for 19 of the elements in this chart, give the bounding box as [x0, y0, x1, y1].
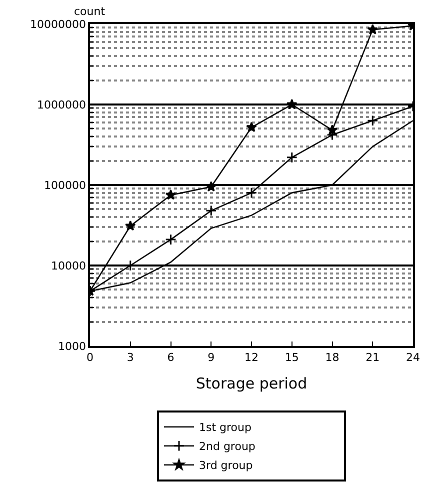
x-tick-label: 24 [406, 350, 420, 364]
y-axis-title: count [74, 5, 106, 18]
legend-label: 3rd group [199, 459, 253, 472]
y-tick-label: 100000 [44, 178, 86, 192]
x-tick-label: 0 [86, 350, 94, 364]
y-tick-label: 1000000 [37, 98, 86, 112]
x-tick-label: 15 [284, 350, 299, 364]
x-tick-label: 18 [325, 350, 340, 364]
x-tick-label: 21 [366, 350, 380, 364]
x-tick-label: 3 [126, 350, 134, 364]
legend-label: 1st group [199, 421, 252, 434]
legend-label: 2nd group [199, 440, 256, 454]
y-tick-label: 1000 [58, 340, 86, 353]
x-axis-title: Storage period [196, 374, 308, 392]
y-tick-label: 10000000 [30, 18, 86, 31]
y-tick-label: 10000 [51, 259, 86, 272]
x-tick-label: 12 [244, 350, 258, 364]
x-tick-label: 6 [167, 350, 174, 364]
x-tick-label: 9 [208, 350, 215, 364]
